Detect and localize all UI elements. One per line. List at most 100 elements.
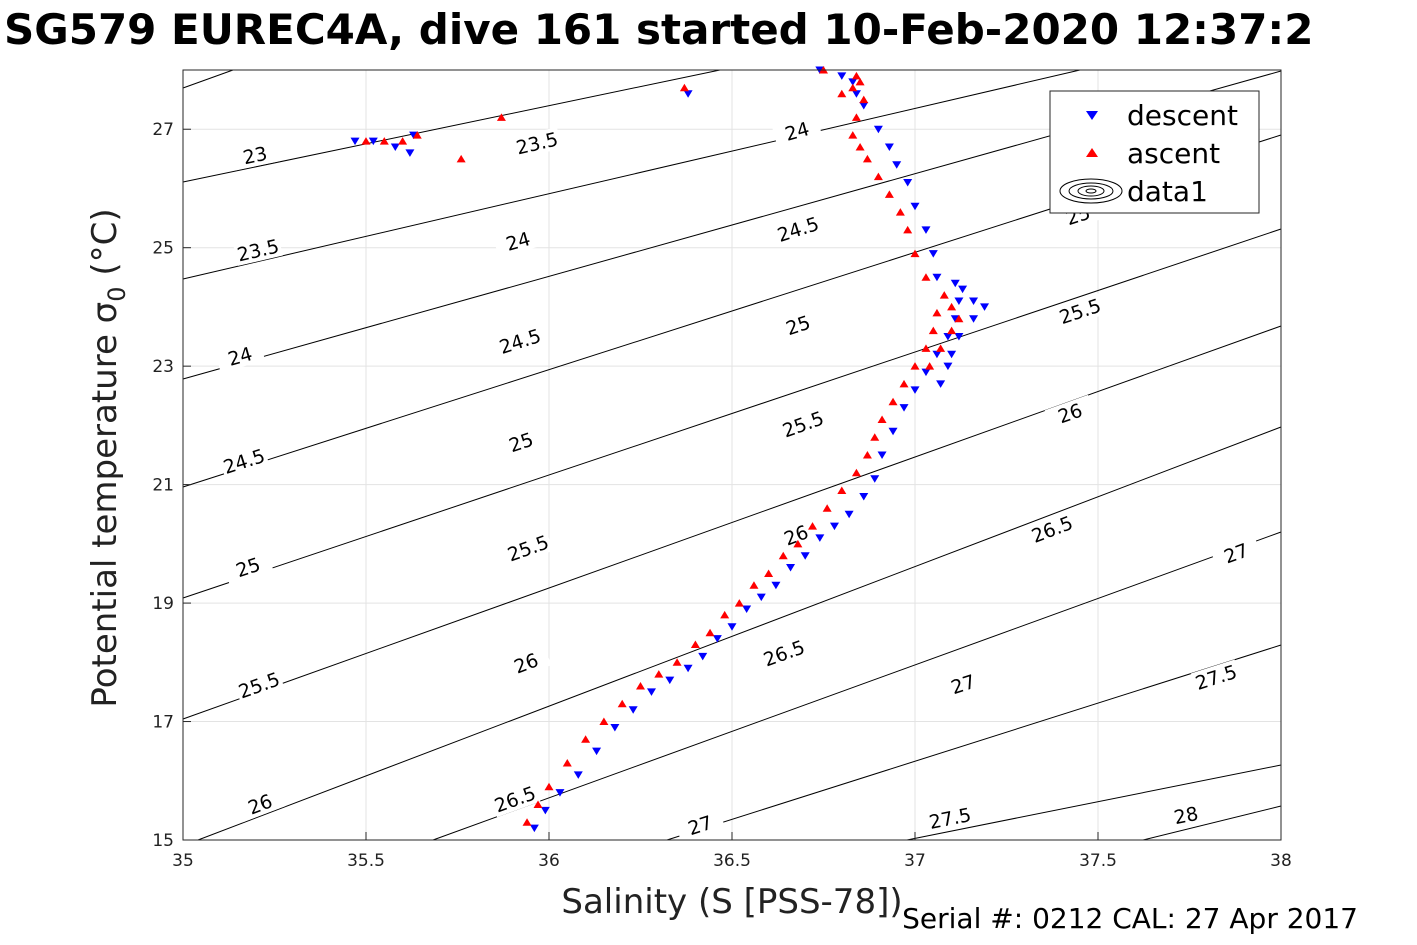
contour-label: 26.5 xyxy=(761,636,808,671)
descent-point xyxy=(947,350,957,359)
ascent-point xyxy=(522,818,532,826)
descent-point xyxy=(368,137,378,146)
ascent-point xyxy=(544,782,554,791)
chart-title: SG579 EUREC4A, dive 161 started 10-Feb-2… xyxy=(4,5,1313,54)
ascent-point xyxy=(398,137,408,145)
ascent-point xyxy=(720,610,730,619)
descent-point xyxy=(848,78,858,86)
descent-point xyxy=(958,285,968,294)
ascent-point xyxy=(496,113,506,121)
contour-label: 23.5 xyxy=(235,235,281,266)
descent-point xyxy=(405,149,415,157)
ascent-point xyxy=(456,154,466,163)
ascent-point xyxy=(654,670,664,678)
ascent-point xyxy=(361,137,371,145)
contour-label-bg xyxy=(925,802,975,834)
ascent-point xyxy=(617,699,627,708)
descent-point xyxy=(892,161,902,169)
contour-label-bg xyxy=(230,139,280,171)
x-tick-label: 38 xyxy=(1270,851,1292,871)
ascent-point xyxy=(903,225,913,234)
ascent-point xyxy=(936,344,946,352)
descent-point xyxy=(815,534,825,542)
legend-ascent-marker xyxy=(1086,148,1098,157)
descent-point xyxy=(683,664,693,673)
y-tick-label: 21 xyxy=(152,476,174,496)
descent-point xyxy=(910,202,920,211)
descent-point xyxy=(954,333,964,341)
y-tick-label: 27 xyxy=(152,120,174,140)
descent-point xyxy=(592,747,602,756)
ascent-point xyxy=(873,172,883,181)
descent-point xyxy=(800,552,810,560)
descent-point xyxy=(980,303,990,311)
descent-point xyxy=(851,90,861,98)
descent-point xyxy=(771,581,781,590)
x-tick-label: 36.5 xyxy=(713,851,751,871)
contour-label-bg xyxy=(770,516,822,554)
x-tick-label: 36 xyxy=(538,851,560,871)
ascent-point xyxy=(778,551,788,560)
ascent-point xyxy=(947,302,957,311)
y-axis-label-unit: (°C) xyxy=(85,208,125,286)
descent-point xyxy=(712,635,722,643)
contour-label: 26.5 xyxy=(492,782,539,817)
descent-point xyxy=(573,771,583,779)
contour-label: 25.5 xyxy=(236,668,283,703)
descent-point xyxy=(529,824,539,833)
ascent-point xyxy=(954,314,964,323)
ascent-point xyxy=(859,95,869,104)
ascent-point xyxy=(764,569,774,577)
descent-point xyxy=(844,510,854,519)
ascent-point xyxy=(599,717,609,726)
contour-label: 25.5 xyxy=(1057,295,1104,329)
y-tick-label: 17 xyxy=(152,713,174,733)
contour-label-bg xyxy=(1054,293,1106,329)
ascent-point xyxy=(870,433,880,441)
ascent-point xyxy=(899,379,909,388)
legend-data1-label: data1 xyxy=(1127,175,1208,208)
descent-point xyxy=(936,380,946,388)
ascent-point xyxy=(379,137,389,145)
descent-point xyxy=(350,137,360,146)
contour-label-bg xyxy=(495,424,547,460)
descent-point xyxy=(969,315,979,323)
contour-label: 24.5 xyxy=(221,445,268,479)
descent-point xyxy=(921,368,931,377)
ascent-point xyxy=(910,362,920,370)
density-contour-line xyxy=(432,531,1282,841)
x-tick-label: 37 xyxy=(904,851,926,871)
contour-label-bg xyxy=(772,307,824,343)
ascent-point xyxy=(855,77,865,86)
descent-point xyxy=(646,688,656,696)
ascent-point xyxy=(932,308,942,317)
ascent-point xyxy=(939,291,949,299)
density-contour-line xyxy=(182,325,1282,720)
legend: descent ascent data1 xyxy=(1049,90,1260,214)
ascent-point xyxy=(690,640,700,649)
descent-point xyxy=(390,143,400,151)
ascent-point xyxy=(793,539,803,548)
descent-point xyxy=(870,475,880,483)
contour-label: 24.5 xyxy=(775,213,822,247)
contour-label-bg xyxy=(512,127,562,159)
ascent-point xyxy=(581,735,591,743)
ascent-point xyxy=(808,522,818,530)
legend-descent-label: descent xyxy=(1127,99,1238,132)
descent-point xyxy=(786,564,796,572)
contour-label-bg xyxy=(771,114,823,148)
x-tick-label: 35.5 xyxy=(347,851,385,871)
y-axis-ticks: 15 17 19 21 23 25 27 xyxy=(152,120,191,851)
contour-label-bg xyxy=(1190,659,1242,695)
x-axis-label: Salinity (S [PSS-78]) xyxy=(561,882,902,922)
legend-ascent-label: ascent xyxy=(1127,137,1220,170)
y-tick-label: 15 xyxy=(152,831,174,851)
contour-label: 25.5 xyxy=(780,407,827,442)
ascent-point xyxy=(636,682,645,690)
contour-label: 24.5 xyxy=(497,325,544,359)
descent-point xyxy=(873,125,883,134)
density-contour-line xyxy=(906,764,1282,841)
ascent-point xyxy=(705,628,715,637)
y-axis-label-main: Potential temperature σ xyxy=(85,302,125,708)
contour-label-bg xyxy=(218,443,270,479)
